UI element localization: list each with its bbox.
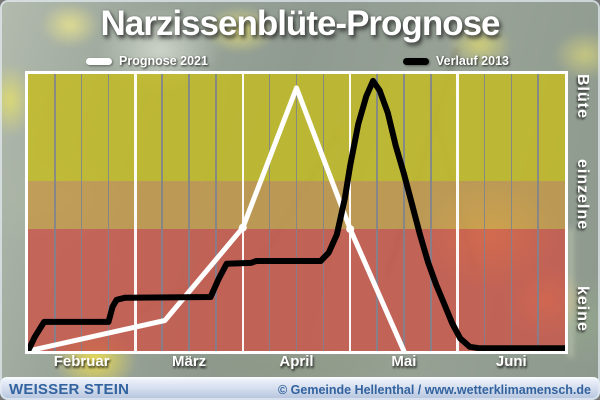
legend-item-prognose: Prognose 2021: [86, 52, 208, 70]
y-zone-label-keine: keine: [574, 286, 591, 332]
page-title: Narzissenblüte-Prognose: [100, 4, 500, 43]
x-axis-label-Februar: Februar: [53, 353, 110, 370]
plot-area: [25, 71, 568, 354]
week-gridline: [80, 74, 83, 351]
month-gridline: [456, 74, 459, 351]
legend-item-verlauf: Verlauf 2013: [403, 52, 509, 70]
week-gridline: [295, 74, 298, 351]
legend-swatch-prognose: [86, 57, 112, 65]
series-marker: [346, 225, 355, 234]
x-axis-label-April: April: [279, 353, 314, 370]
legend-label-verlauf: Verlauf 2013: [436, 54, 509, 68]
week-gridline: [54, 74, 56, 351]
week-gridline: [483, 74, 486, 351]
week-gridline: [510, 74, 513, 351]
leaf-streak: [568, 228, 573, 358]
month-gridline: [134, 74, 137, 351]
week-gridline: [107, 74, 110, 351]
legend-label-prognose: Prognose 2021: [119, 54, 208, 68]
week-gridline: [403, 74, 405, 351]
footer-brand: WEISSER STEIN: [9, 381, 130, 398]
x-axis-label-Mai: Mai: [391, 353, 417, 370]
x-axis-label-Juni: Juni: [495, 353, 527, 370]
week-gridline: [376, 74, 378, 351]
series-marker: [238, 223, 247, 232]
legend-swatch-verlauf: [403, 57, 429, 65]
week-gridline: [322, 74, 325, 351]
week-gridline: [429, 74, 432, 351]
chart-lines: [28, 77, 565, 351]
week-gridline: [268, 74, 271, 351]
week-gridline: [188, 74, 190, 351]
week-gridline: [537, 74, 539, 351]
y-zone-label-bluete: Blüte: [574, 74, 591, 119]
footer-credit: © Gemeinde Hellenthal / www.wetterklimam…: [277, 382, 591, 397]
y-zone-label-einzelne: einzelne: [574, 159, 591, 231]
week-gridline: [161, 74, 164, 351]
x-axis-label-März: März: [172, 353, 207, 370]
month-gridline: [348, 74, 352, 351]
week-gridline: [215, 74, 217, 351]
series-line-verlauf-2013: [28, 77, 565, 351]
series-line-prognose-2021: [28, 85, 407, 351]
month-gridline: [241, 74, 245, 351]
footer-bar: WEISSER STEIN © Gemeinde Hellenthal / ww…: [0, 377, 600, 400]
